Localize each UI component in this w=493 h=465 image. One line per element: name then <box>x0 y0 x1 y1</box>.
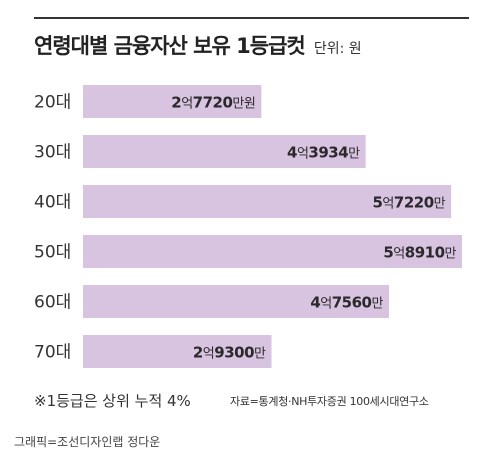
category-label: 60대 <box>34 293 71 313</box>
category-label: 30대 <box>34 143 71 163</box>
value-label-part: 만 <box>445 247 457 262</box>
value-label: 2억9300만 <box>193 344 266 362</box>
value-label: 5억8910만 <box>383 244 456 262</box>
value-label-part: 만 <box>254 347 266 362</box>
value-label: 4억3934만 <box>287 144 360 162</box>
category-label: 20대 <box>34 93 71 113</box>
value-label-part: 만 <box>434 197 446 212</box>
category-label: 50대 <box>34 243 71 263</box>
value-label-part: 7720 <box>193 94 233 112</box>
credit-text: 그래픽=조선디자인랩 정다운 <box>14 435 161 449</box>
value-label-part: 4 <box>287 144 297 162</box>
value-label: 2억7720만원 <box>171 94 255 112</box>
unit-label: 단위: 원 <box>313 41 362 57</box>
category-label: 70대 <box>34 343 71 363</box>
value-label-part: 억 <box>393 247 404 262</box>
value-label-part: 5 <box>383 244 393 262</box>
bar <box>83 185 452 218</box>
value-label-part: 3934 <box>308 144 348 162</box>
footnote: ※1등급은 상위 누적 4% <box>34 392 191 410</box>
top-rule <box>34 17 469 19</box>
value-label-part: 7560 <box>332 294 372 312</box>
value-label: 5억7220만 <box>372 194 445 212</box>
value-label-part: 억 <box>203 347 214 362</box>
value-label: 4억7560만 <box>310 294 383 312</box>
value-label-part: 억 <box>297 147 308 162</box>
title-row: 연령대별 금융자산 보유 1등급컷 단위: 원 <box>34 30 362 60</box>
value-label-part: 만원 <box>232 97 255 112</box>
value-label-part: 5 <box>372 194 382 212</box>
category-label: 40대 <box>34 193 71 213</box>
value-label-part: 억 <box>181 97 192 112</box>
value-label-part: 2 <box>171 94 181 112</box>
value-label-part: 만 <box>372 297 384 312</box>
value-label-part: 4 <box>310 294 320 312</box>
bar <box>83 335 272 368</box>
value-label-part: 억 <box>382 197 393 212</box>
value-label-part: 9300 <box>214 344 254 362</box>
source-text: 자료=통계청·NH투자증권 100세시대연구소 <box>230 395 429 408</box>
bar <box>83 135 366 168</box>
bar <box>83 285 389 318</box>
bar <box>83 235 462 268</box>
value-label-part: 8910 <box>405 244 445 262</box>
value-label-part: 2 <box>193 344 203 362</box>
value-label-part: 만 <box>348 147 360 162</box>
chart-title: 연령대별 금융자산 보유 1등급컷 <box>34 34 306 58</box>
bar <box>83 85 262 118</box>
value-label-part: 억 <box>320 297 331 312</box>
value-label-part: 7220 <box>394 194 434 212</box>
